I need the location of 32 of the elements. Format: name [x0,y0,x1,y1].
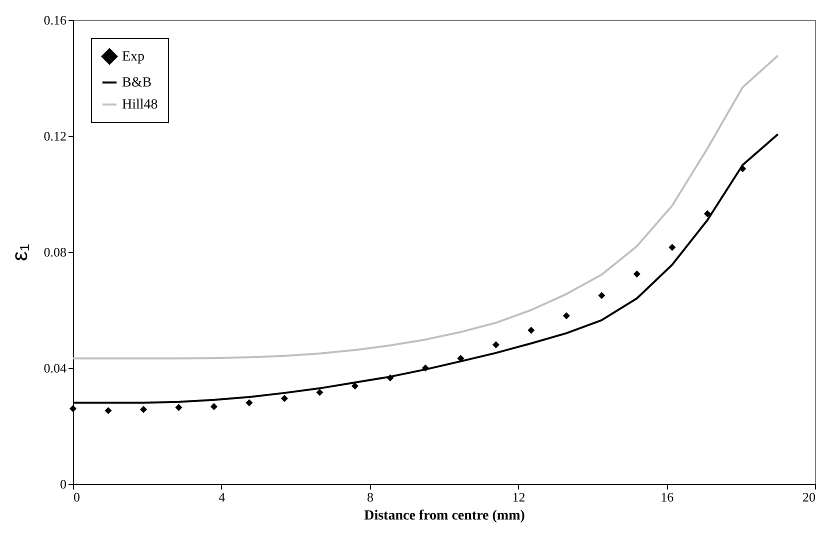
x-tick-label: 8 [367,490,374,504]
point [104,407,112,414]
point [351,382,358,390]
point [528,326,535,334]
y-tick-label: 0.04 [44,360,67,376]
y-tick-label: 0 [60,476,66,492]
x-tick-label: 20 [802,490,816,504]
y-tick-label: 0.16 [44,12,67,28]
legend-label: Exp [122,50,145,64]
legend-label: Hill48 [122,98,158,112]
point [69,405,77,412]
point [246,399,253,406]
point [598,292,606,300]
point [704,210,711,218]
point [668,244,676,251]
point [175,404,182,411]
y-tick-label: 0.08 [44,244,66,260]
x-axis-title: Distance from centre (mm) [364,508,526,524]
legend-label: B&B [122,76,152,90]
point [492,341,500,348]
point [140,406,148,414]
x-tick-label: 0 [74,490,80,504]
point [210,403,218,410]
point [316,388,324,396]
x-tick-label: 12 [512,490,526,504]
x-tick-label: 4 [218,490,226,504]
point [280,394,288,402]
y-axis-title: ε₁ [6,244,32,262]
y-tick-label: 0.12 [44,128,66,144]
x-tick-label: 16 [660,490,674,504]
point [633,270,640,278]
point [562,312,570,320]
